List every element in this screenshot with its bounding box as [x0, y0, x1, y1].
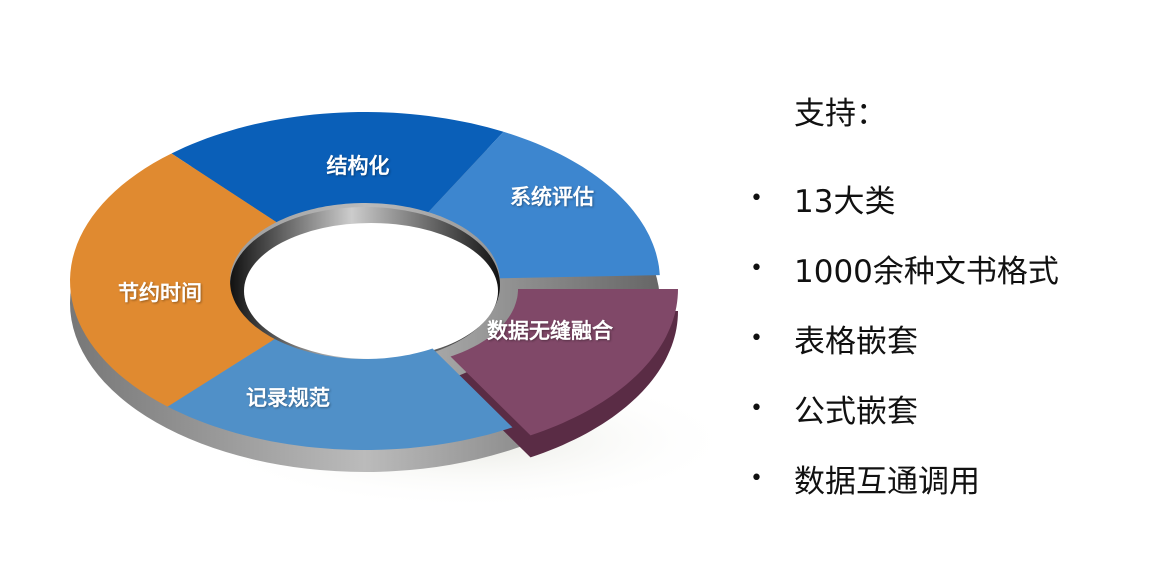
item-text: 数据互通调用 — [794, 463, 980, 500]
panel-title: 支持： — [794, 96, 887, 132]
bullet: • — [750, 395, 763, 421]
support-panel: 支持： • 13大类 • 1000余种文书格式 • 表格嵌套 • 公式嵌套 • 数据互通调… — [750, 88, 1059, 513]
list-item: • 1000余种文书格式 — [750, 233, 1059, 303]
list-item: • 13大类 — [750, 163, 1059, 233]
segment-label-save-time: 节约时间 — [118, 280, 202, 305]
segment-record-standard — [167, 339, 513, 450]
list-item: • 公式嵌套 — [750, 373, 1059, 443]
bullet: • — [750, 255, 763, 281]
item-text: 表格嵌套 — [794, 323, 918, 360]
segment-save-time — [70, 153, 277, 407]
segment-label-structured: 结构化 — [326, 153, 390, 178]
item-text: 1000余种文书格式 — [794, 253, 1059, 290]
donut-hole — [244, 223, 498, 359]
bullet: • — [750, 465, 763, 491]
list-item: • 表格嵌套 — [750, 303, 1059, 373]
item-text: 13大类 — [794, 183, 896, 220]
item-text: 公式嵌套 — [794, 393, 918, 430]
bullet: • — [750, 185, 763, 211]
segment-label-data-fusion: 数据无缝融合 — [487, 318, 613, 343]
bullet: • — [750, 325, 763, 351]
list-item: • 数据互通调用 — [750, 443, 1059, 513]
segment-data-fusion — [450, 289, 678, 436]
segment-label-record-standard: 记录规范 — [246, 385, 330, 410]
segment-system-evaluation — [428, 131, 660, 279]
segment-label-system-evaluation: 系统评估 — [510, 184, 594, 209]
segment-structured — [171, 112, 504, 223]
